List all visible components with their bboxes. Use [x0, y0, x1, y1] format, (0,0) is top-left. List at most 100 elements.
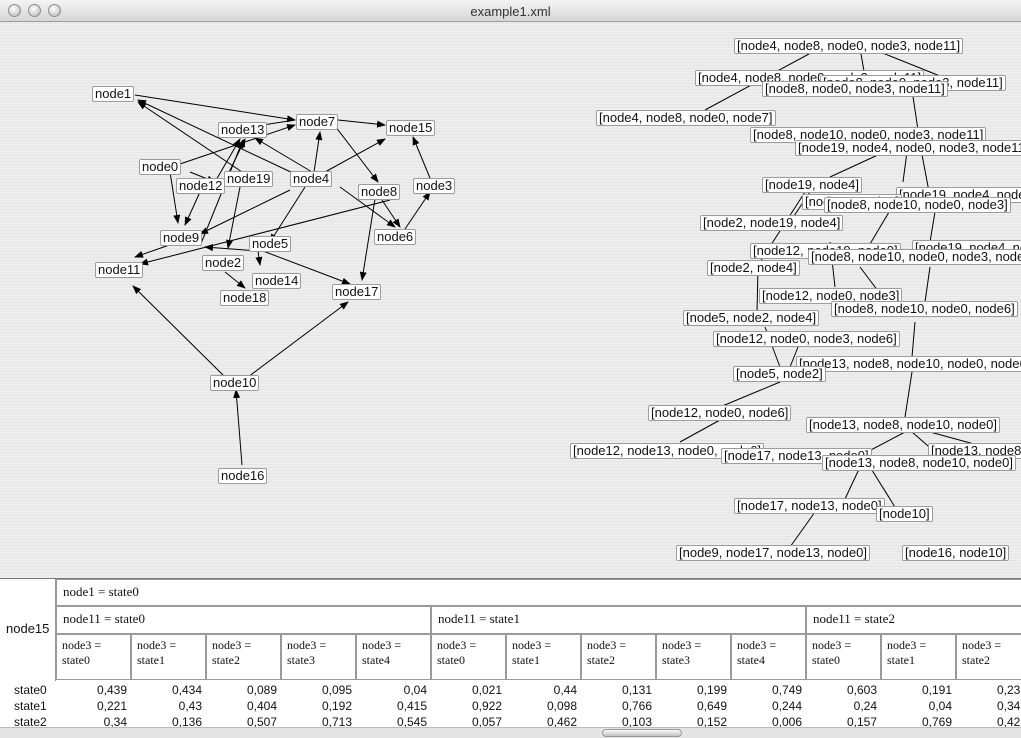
table-cell: 0,152 [696, 715, 727, 729]
clique-label[interactable]: [node13, node8, node10, node0] [806, 417, 1000, 433]
table-cell: 0,713 [321, 715, 352, 729]
clique-label[interactable]: [node10] [876, 506, 933, 522]
table-cell: 0,749 [771, 683, 802, 697]
subheader-cell: node3 = state0 [431, 634, 506, 680]
table-cell: 0,006 [771, 715, 802, 729]
table-cell: 0,415 [396, 699, 427, 713]
table-cell: 0,24 [853, 699, 877, 713]
scrollbar-thumb[interactable] [602, 729, 682, 737]
subheader-cell: node3 = state3 [656, 634, 731, 680]
graph-node-node1[interactable]: node1 [92, 86, 135, 102]
table-cell: 0,103 [621, 715, 652, 729]
table-top-header: node1 = state0 [56, 579, 1021, 606]
clique-label[interactable]: [node5, node2] [733, 366, 826, 382]
group-header-2: node11 = state2 [806, 606, 1021, 634]
graph-node-node0[interactable]: node0 [139, 159, 182, 175]
subheader-cell: node3 = state4 [356, 634, 431, 680]
graph-node-node13[interactable]: node13 [218, 122, 268, 138]
graph-node-node10[interactable]: node10 [210, 375, 260, 391]
table-cell: 0,507 [246, 715, 277, 729]
graph-node-node16[interactable]: node16 [218, 468, 268, 484]
clique-label[interactable]: [node17, node13, node0] [734, 498, 885, 514]
horizontal-scrollbar[interactable] [0, 727, 1021, 738]
subheader-cell: node3 = state2 [206, 634, 281, 680]
subheader-cell: node3 = state3 [281, 634, 356, 680]
graph-node-node2[interactable]: node2 [202, 255, 245, 271]
clique-label[interactable]: [node12, node0, node3] [759, 288, 903, 304]
clique-label[interactable]: [node8, node10, node0, node6] [831, 301, 1018, 317]
table-cell: 0,44 [553, 683, 577, 697]
graph-node-node7[interactable]: node7 [296, 114, 339, 130]
close-window-button[interactable] [8, 4, 21, 17]
table-cell: 0,346 [996, 699, 1021, 713]
clique-label[interactable]: [node19, node4] [762, 177, 862, 193]
row-label: state2 [14, 715, 47, 729]
graph-node-node4[interactable]: node4 [290, 171, 333, 187]
graph-node-node14[interactable]: node14 [252, 273, 302, 289]
table-cell: 0,192 [321, 699, 352, 713]
graph-node-node5[interactable]: node5 [249, 236, 292, 252]
clique-label[interactable]: [node13, node8, node10, node0] [822, 455, 1016, 471]
zoom-window-button[interactable] [48, 4, 61, 17]
graph-node-node8[interactable]: node8 [358, 184, 401, 200]
clique-label[interactable]: [node8, node10, node0, node3] [824, 197, 1011, 213]
graph-node-node9[interactable]: node9 [160, 230, 203, 246]
subheader-cell: node3 = state1 [506, 634, 581, 680]
table-cell: 0,769 [921, 715, 952, 729]
group-header-1: node11 = state1 [431, 606, 806, 634]
table-cell: 0,34 [103, 715, 127, 729]
graph-node-node18[interactable]: node18 [220, 290, 270, 306]
table-cell: 0,095 [321, 683, 352, 697]
table-cell: 0,439 [96, 683, 127, 697]
clique-label[interactable]: [node12, node13, node0, node6] [570, 443, 764, 459]
row-label: state0 [14, 683, 47, 697]
clique-label[interactable]: [node2, node19, node4] [700, 215, 844, 231]
table-cell: 0,766 [621, 699, 652, 713]
table-cell: 0,04 [928, 699, 952, 713]
graph-node-node19[interactable]: node19 [224, 171, 274, 187]
clique-label[interactable]: [node8, node10, node0, node3, node11] [808, 249, 1021, 265]
table-cell: 0,157 [846, 715, 877, 729]
table-cell: 0,649 [696, 699, 727, 713]
group-header-0: node11 = state0 [56, 606, 431, 634]
table-cell: 0,232 [996, 683, 1021, 697]
minimize-window-button[interactable] [28, 4, 41, 17]
clique-label[interactable]: [node8, node0, node3, node11] [762, 81, 948, 97]
clique-label[interactable]: [node8, node10, node0, node3, node11] [750, 127, 987, 143]
graph-node-node12[interactable]: node12 [176, 178, 226, 194]
graph-node-node6[interactable]: node6 [374, 229, 417, 245]
table-cell: 0,089 [246, 683, 277, 697]
subheader-cell: node3 = state0 [56, 634, 131, 680]
graph-node-node11[interactable]: node11 [95, 262, 144, 278]
table-cell: 0,422 [996, 715, 1021, 729]
clique-label[interactable]: [node5, node2, node4] [683, 310, 820, 326]
window-title: example1.xml [470, 4, 551, 19]
clique-label[interactable]: [node19, node4, node0, node3, node11] [795, 140, 1021, 156]
graph-node-node3[interactable]: node3 [413, 178, 456, 194]
table-cell: 0,545 [396, 715, 427, 729]
probability-table: node15 node1 = state0 node11 = state0 no… [0, 578, 1021, 738]
table-cell: 0,098 [546, 699, 577, 713]
graph-node-node15[interactable]: node15 [386, 120, 436, 136]
clique-label[interactable]: [node13, node8, node10, node0, node6] [796, 356, 1021, 372]
subheader-cell: node3 = state2 [956, 634, 1021, 680]
table-cell: 0,922 [471, 699, 502, 713]
clique-label[interactable]: [node12, node0, node6] [648, 405, 792, 421]
subheader-cell: node3 = state2 [581, 634, 656, 680]
clique-label[interactable]: [node4, node8, node0, node3, node11] [734, 38, 964, 54]
graph-node-node17[interactable]: node17 [332, 284, 382, 300]
subheader-cell: node3 = state4 [731, 634, 806, 680]
subheader-cell: node3 = state1 [881, 634, 956, 680]
table-cell: 0,404 [246, 699, 277, 713]
table-corner-label: node15 [6, 621, 50, 636]
table-cell: 0,136 [171, 715, 202, 729]
table-cell: 0,603 [846, 683, 877, 697]
graph-canvas[interactable]: node1 node13 node7 node15 node0 node12 n… [0, 22, 1021, 578]
clique-label[interactable]: [node16, node10] [902, 545, 1010, 561]
clique-label[interactable]: [node4, node8, node0, node7] [596, 110, 776, 126]
table-cell: 0,191 [921, 683, 952, 697]
clique-label[interactable]: [node9, node17, node13, node0] [676, 545, 870, 561]
row-label: state1 [14, 699, 47, 713]
clique-label[interactable]: [node2, node4] [707, 260, 800, 276]
clique-label[interactable]: [node12, node0, node3, node6] [713, 331, 900, 347]
